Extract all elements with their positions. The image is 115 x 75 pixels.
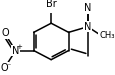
Text: Br: Br [45,0,56,9]
Text: CH₃: CH₃ [98,31,114,40]
Text: N: N [12,46,19,56]
Text: N: N [83,22,91,32]
Text: +: + [16,44,22,50]
Text: O: O [1,63,8,73]
Text: N: N [83,4,91,14]
Text: ⁻: ⁻ [6,61,11,70]
Text: O: O [2,28,9,38]
